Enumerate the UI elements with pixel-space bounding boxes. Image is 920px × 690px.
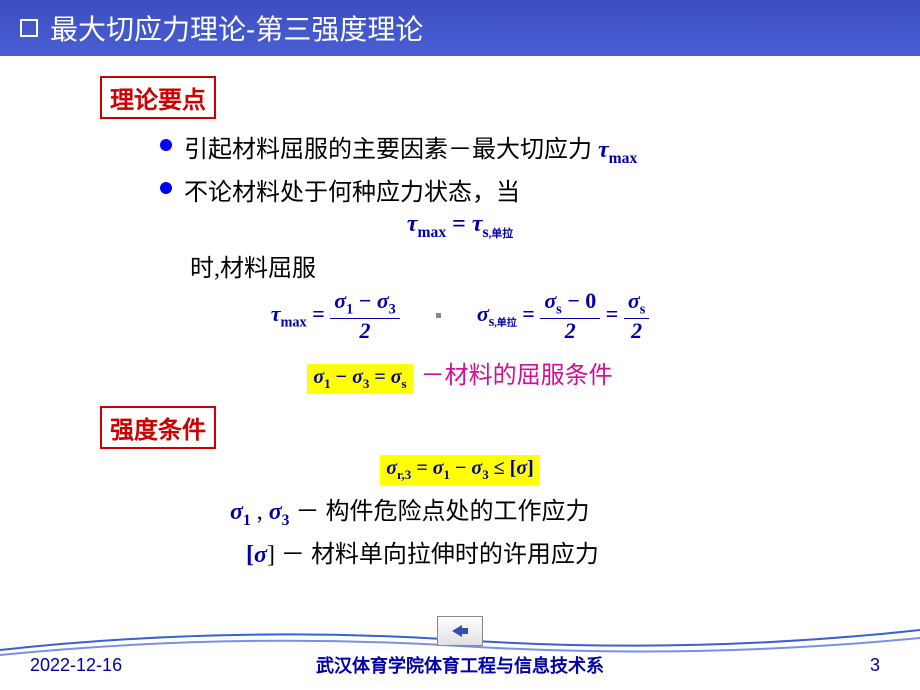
slide-content: 理论要点 引起材料屈服的主要因素－最大切应力 τmax 不论材料处于何种应力状态… <box>0 56 920 569</box>
bullet-dot-icon <box>160 139 172 151</box>
back-arrow-icon <box>450 623 470 639</box>
footer-organization: 武汉体育学院体育工程与信息技术系 <box>316 652 604 678</box>
footer-date: 2022-12-16 <box>30 655 122 676</box>
separator-dot-icon <box>436 313 441 318</box>
section-label-theory: 理论要点 <box>100 76 216 119</box>
formula-tau-eq: τmax = τs,单拉 <box>40 211 880 242</box>
slide-footer: 2022-12-16 武汉体育学院体育工程与信息技术系 3 <box>0 620 920 690</box>
slide-header: 最大切应力理论-第三强度理论 <box>0 0 920 56</box>
yield-condition-formula: σ1 − σ3 = σs <box>307 364 412 394</box>
yield-condition-row: σ1 − σ3 = σs －材料的屈服条件 <box>40 355 880 394</box>
bullet-text-2: 不论材料处于何种应力状态，当 <box>184 172 520 207</box>
formula-fractions: τmax = σ1 − σ3 2 σs,单拉 = σs − 0 2 = σs 2 <box>40 289 880 343</box>
section-label-strength: 强度条件 <box>100 406 216 449</box>
header-square-icon <box>20 19 38 37</box>
footer-page-number: 3 <box>870 655 880 676</box>
explain-line-1: σ1 , σ3 － 构件危险点处的工作应力 <box>230 491 880 530</box>
bullet-item-1: 引起材料屈服的主要因素－最大切应力 τmax <box>160 129 880 168</box>
strength-condition-formula: σr,3 = σ1 − σ3 ≤ [σ] <box>380 455 540 485</box>
bullet-text-1: 引起材料屈服的主要因素－最大切应力 τmax <box>184 129 637 168</box>
back-button[interactable] <box>437 616 483 646</box>
strength-condition-row: σr,3 = σ1 − σ3 ≤ [σ] <box>40 455 880 485</box>
explain-line-2: [σ] － 材料单向拉伸时的许用应力 <box>246 534 880 569</box>
yield-condition-label: －材料的屈服条件 <box>421 363 613 389</box>
bullet-list: 引起材料屈服的主要因素－最大切应力 τmax 不论材料处于何种应力状态，当 <box>160 129 880 207</box>
bullet-dot-icon <box>160 182 172 194</box>
sub-text-yield: 时,材料屈服 <box>190 248 880 283</box>
header-title: 最大切应力理论-第三强度理论 <box>50 8 423 48</box>
bullet-item-2: 不论材料处于何种应力状态，当 <box>160 172 880 207</box>
